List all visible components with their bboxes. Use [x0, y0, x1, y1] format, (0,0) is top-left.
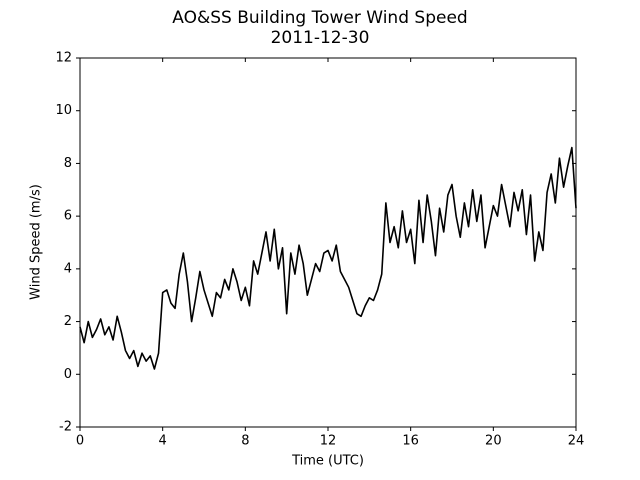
y-tick-label: 6 — [64, 209, 72, 224]
y-tick-label: 12 — [55, 51, 72, 66]
y-axis-label: Wind Speed (m/s) — [29, 184, 44, 300]
x-tick-label: 8 — [241, 434, 249, 449]
data-line — [79, 146, 577, 370]
x-axis-label: Time (UTC) — [291, 454, 364, 469]
x-tick-label: 20 — [485, 434, 502, 449]
y-tick-label: 4 — [64, 261, 72, 276]
chart-title: AO&SS Building Tower Wind Speed — [172, 8, 467, 28]
x-tick-label: 24 — [568, 434, 585, 449]
y-tick-label: 0 — [64, 367, 72, 382]
y-tick-label: -2 — [59, 420, 72, 435]
x-tick-label: 4 — [159, 434, 167, 449]
x-tick-label: 16 — [402, 434, 419, 449]
y-tick-label: 10 — [55, 103, 72, 118]
x-tick-label: 0 — [76, 434, 84, 449]
y-tick-label: 8 — [64, 156, 72, 171]
y-tick-label: 2 — [64, 314, 72, 329]
x-tick-label: 12 — [320, 434, 337, 449]
chart-subtitle: 2011-12-30 — [271, 28, 370, 48]
plot-frame — [79, 57, 577, 428]
